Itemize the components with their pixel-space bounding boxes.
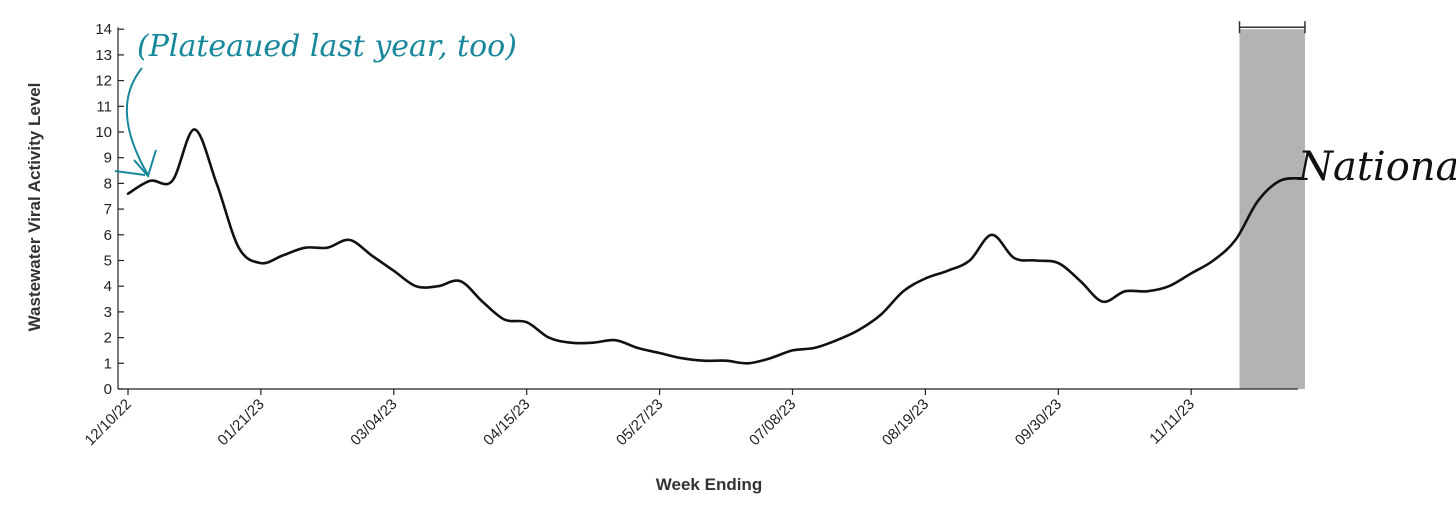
y-tick-label-5: 5 bbox=[104, 253, 112, 270]
annotation-arrow-icon bbox=[125, 67, 149, 176]
y-tick-label-6: 6 bbox=[104, 227, 112, 244]
y-tick-label-12: 12 bbox=[95, 73, 112, 90]
x-tick-label-6: 08/19/23 bbox=[879, 396, 932, 449]
annotation-tick-icon bbox=[114, 170, 146, 176]
y-axis-title: Wastewater Viral Activity Level bbox=[25, 83, 44, 332]
y-tick-label-11: 11 bbox=[96, 98, 112, 115]
highlight-region-group bbox=[1238, 21, 1306, 389]
y-tick-label-9: 9 bbox=[104, 150, 112, 167]
x-tick-label-8: 11/11/23 bbox=[1146, 396, 1198, 448]
y-tick-label-7: 7 bbox=[104, 201, 112, 218]
y-tick-label-1: 1 bbox=[104, 355, 112, 372]
series-line-group bbox=[126, 128, 1304, 365]
y-tick-label-8: 8 bbox=[104, 175, 112, 192]
x-tick-label-2: 03/04/23 bbox=[347, 396, 400, 449]
highlight-region bbox=[1239, 29, 1305, 389]
y-tick-label-10: 10 bbox=[95, 124, 112, 141]
y-tick-label-3: 3 bbox=[104, 304, 112, 321]
annotation-text: (Plateaued last year, too) bbox=[137, 29, 517, 64]
x-tick-label-7: 09/30/23 bbox=[1012, 396, 1065, 449]
y-tick-label-4: 4 bbox=[104, 278, 112, 295]
annotation-arrowhead-icon bbox=[133, 149, 157, 179]
x-tick-label-0: 12/10/22 bbox=[82, 396, 135, 449]
x-tick-label-3: 04/15/23 bbox=[480, 396, 533, 449]
x-tick-label-4: 05/27/23 bbox=[613, 396, 666, 449]
series-label-national: National bbox=[1297, 144, 1456, 190]
y-tick-label-2: 2 bbox=[104, 330, 112, 347]
x-tick-label-1: 01/21/23 bbox=[214, 396, 267, 449]
y-tick-label-0: 0 bbox=[104, 381, 112, 398]
y-tick-label-14: 14 bbox=[95, 21, 112, 38]
series-line-national bbox=[126, 128, 1304, 365]
x-tick-label-5: 07/08/23 bbox=[746, 396, 799, 449]
x-axis-title: Week Ending bbox=[656, 475, 762, 494]
y-tick-label-13: 13 bbox=[95, 47, 112, 64]
